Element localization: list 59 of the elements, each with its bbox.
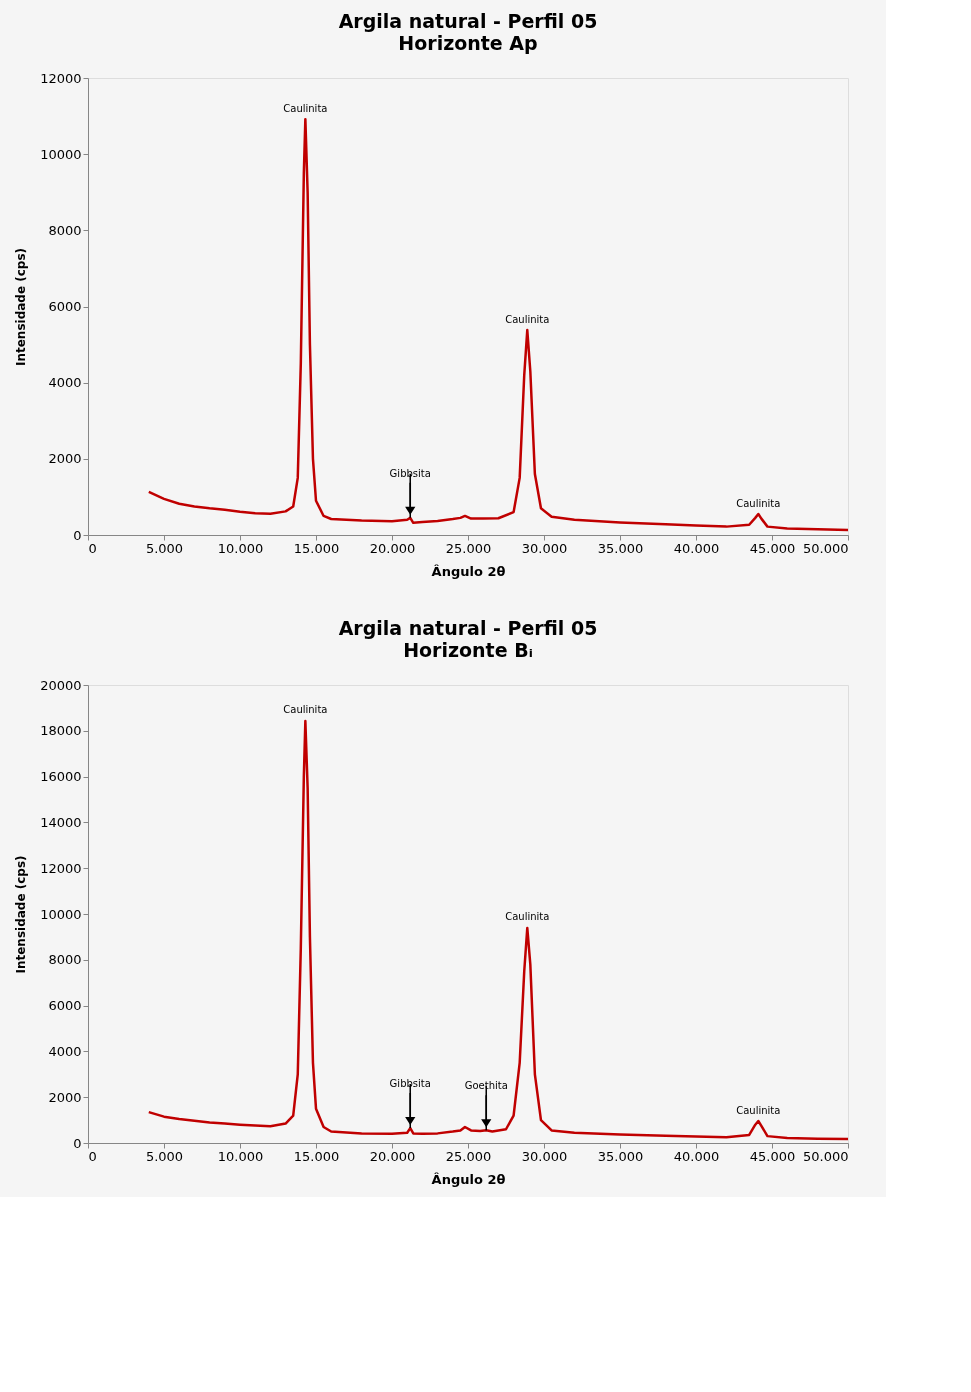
x-tick-label: 5.000 [145, 1148, 184, 1164]
annotation: Caulinita [505, 911, 550, 923]
x-tick-label: 10.000 [217, 540, 264, 556]
annotation: Caulinita [505, 313, 550, 325]
annotation: Caulinita [736, 1104, 781, 1116]
annotation: Caulinita [283, 704, 328, 716]
x-tick-label: 20.000 [369, 1148, 416, 1164]
annotation: Caulinita [283, 102, 328, 114]
y-tick-label: 4000 [48, 375, 82, 391]
line-series [147, 117, 850, 532]
chart-subtitle: Horizonte Bᵢ [403, 639, 533, 661]
y-tick-label: 4000 [48, 1043, 82, 1059]
x-tick-label: 45.000 [749, 1148, 796, 1164]
y-tick-label: 2000 [48, 1089, 82, 1105]
x-tick-label: 50.000 [803, 540, 849, 556]
x-tick-label: 0 [88, 1148, 97, 1164]
x-tick-label: 40.000 [673, 540, 720, 556]
chart-title: Argila natural - Perfil 05 [338, 617, 598, 639]
y-tick-label: 8000 [48, 222, 82, 238]
x-tick-label: 20.000 [369, 540, 416, 556]
y-tick-label: 0 [73, 1135, 82, 1151]
y-tick-label: 10000 [40, 906, 82, 922]
x-tick-label: 15.000 [293, 540, 340, 556]
x-tick-label: 45.000 [749, 540, 796, 556]
x-tick-label: 40.000 [673, 1148, 720, 1164]
x-tick-label: 5.000 [145, 540, 184, 556]
y-tick-label: 2000 [48, 451, 82, 467]
x-tick-label: 25.000 [445, 540, 492, 556]
x-tick-label: 25.000 [445, 1148, 492, 1164]
y-tick-label: 14000 [40, 814, 82, 830]
x-tick-label: 10.000 [217, 1148, 264, 1164]
y-tick-label: 16000 [40, 769, 82, 785]
x-tick-label: 35.000 [597, 540, 644, 556]
y-tick-label: 18000 [40, 723, 82, 739]
chart-subtitle: Horizonte Ap [398, 32, 538, 54]
y-tick-label: 12000 [40, 860, 82, 876]
x-tick-label: 30.000 [521, 540, 568, 556]
x-tick-label: 30.000 [521, 1148, 568, 1164]
x-tick-label: 0 [88, 540, 97, 556]
annotation: Gibbsita [389, 1078, 431, 1090]
chart-title: Argila natural - Perfil 05 [338, 10, 598, 32]
y-tick-label: 10000 [40, 146, 82, 162]
y-tick-label: 12000 [40, 70, 82, 86]
y-axis-title: Intensidade (cps) [14, 247, 29, 367]
y-axis-title: Intensidade (cps) [14, 855, 29, 974]
y-tick-label: 8000 [48, 952, 82, 968]
y-tick-label: 20000 [40, 677, 82, 693]
line-series [147, 719, 850, 1141]
y-tick-label: 6000 [48, 299, 82, 314]
x-axis-title: Ângulo 2θ [431, 563, 506, 579]
y-tick-label: 0 [73, 527, 82, 543]
x-tick-label: 15.000 [293, 1148, 340, 1164]
annotation: Caulinita [736, 497, 781, 509]
x-tick-label: 50.000 [803, 1148, 849, 1164]
x-tick-label: 35.000 [597, 1148, 644, 1164]
annotation: Goethita [464, 1080, 508, 1092]
annotation: Gibbsita [389, 468, 431, 480]
x-axis-title: Ângulo 2θ [431, 1171, 506, 1187]
y-tick-label: 6000 [48, 998, 82, 1014]
